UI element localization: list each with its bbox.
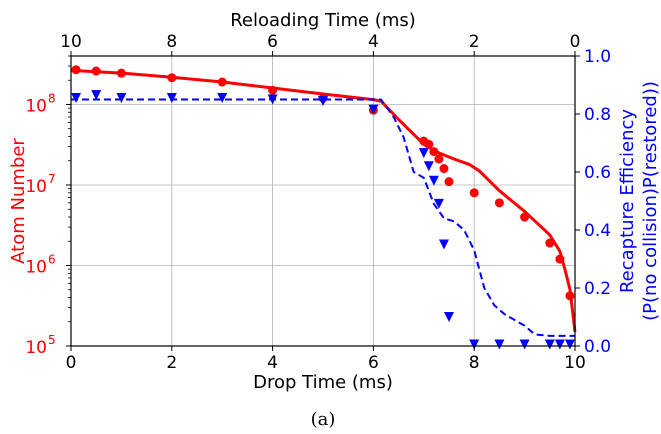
- x-top-tick-label: 10: [60, 32, 82, 52]
- y-left-tick-exponent: 6: [48, 252, 56, 266]
- x-bottom-tick-label: 6: [368, 353, 379, 373]
- data-point-recapture: [368, 104, 379, 115]
- data-point-recapture: [433, 198, 444, 209]
- y-right-tick-label: 1.0: [584, 47, 611, 67]
- x-bottom-tick-label: 8: [469, 353, 480, 373]
- y-left-tick-exponent: 8: [48, 91, 56, 105]
- data-point-recapture: [418, 148, 429, 159]
- data-point-recapture: [166, 93, 177, 104]
- data-point-recapture: [91, 90, 102, 101]
- y-left-tick-exponent: 7: [48, 172, 56, 186]
- x-top-tick-label: 2: [469, 32, 480, 52]
- data-point-recapture: [423, 161, 434, 172]
- data-point-recapture: [444, 312, 454, 322]
- x-bottom-tick-label: 10: [564, 353, 586, 373]
- x-top-tick-label: 4: [368, 32, 379, 52]
- x-axis-top-title: Reloading Time (ms): [230, 10, 416, 31]
- y-right-tick-label: 0.2: [584, 279, 611, 299]
- x-bottom-tick-label: 0: [66, 353, 77, 373]
- data-point-recapture: [544, 339, 555, 350]
- data-point-atom-number: [444, 177, 454, 187]
- y-left-tick-exponent: 5: [48, 333, 56, 347]
- y-left-tick-label: 10: [25, 257, 47, 277]
- data-point-atom-number: [494, 198, 504, 208]
- y-axis-right-title-line2: (P(no collision)P(restored)): [640, 81, 661, 321]
- series-line-recapture: [71, 98, 575, 337]
- y-left-tick-label: 10: [25, 96, 47, 116]
- data-point-recapture: [554, 339, 565, 350]
- data-point-recapture: [116, 93, 127, 104]
- plot-frame: [70, 55, 576, 347]
- data-point-recapture: [438, 239, 449, 250]
- x-bottom-tick-label: 4: [267, 353, 278, 373]
- data-point-recapture: [494, 339, 505, 350]
- y-right-tick-label: 0.8: [584, 105, 611, 125]
- figure-caption: (a): [311, 409, 336, 430]
- data-point-atom-number: [469, 188, 479, 198]
- data-point-recapture: [217, 93, 228, 104]
- y-axis-right-title-line1: Recapture Efficiency: [617, 109, 638, 293]
- data-point-recapture: [564, 339, 575, 350]
- y-left-tick-label: 10: [25, 338, 47, 358]
- data-point-recapture: [519, 339, 530, 350]
- y-right-tick-label: 0.0: [584, 337, 611, 357]
- x-top-tick-label: 0: [570, 32, 581, 52]
- data-point-recapture: [469, 339, 480, 350]
- plot-area: [70, 65, 577, 350]
- x-axis-bottom-title: Drop Time (ms): [253, 372, 393, 393]
- x-top-tick-label: 8: [166, 32, 177, 52]
- x-bottom-tick-label: 2: [166, 353, 177, 373]
- data-point-recapture: [71, 93, 82, 104]
- data-point-atom-number: [434, 154, 444, 164]
- data-point-recapture: [428, 175, 439, 186]
- x-top-tick-label: 6: [267, 32, 278, 52]
- data-point-recapture: [318, 95, 328, 106]
- y-axis-left-title: Atom Number: [8, 138, 29, 264]
- y-right-tick-label: 0.6: [584, 163, 611, 183]
- y-right-tick-label: 0.4: [584, 221, 611, 241]
- series-line-atom-number: [70, 68, 577, 332]
- data-point-atom-number: [439, 164, 449, 174]
- y-left-tick-label: 10: [25, 177, 47, 197]
